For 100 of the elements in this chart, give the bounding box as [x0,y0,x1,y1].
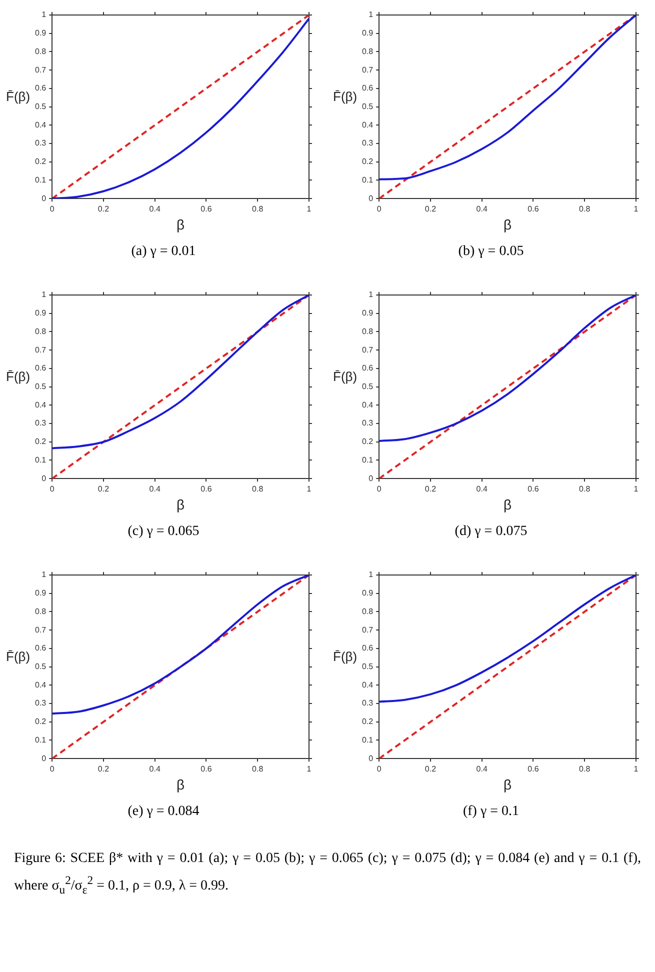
y-tick-label: 0.3 [362,138,374,148]
x-tick-label: 1 [634,764,639,774]
x-tick-label: 0.6 [200,204,212,214]
x-tick-label: 0.2 [424,764,437,774]
y-tick-label: 0.3 [362,418,374,428]
x-tick-label: 0.6 [200,484,212,494]
y-axis-title: F̄(β) [6,369,30,384]
y-tick-label: 0.6 [362,84,374,93]
text: (f) γ = 0.1 [462,804,520,821]
y-tick-label: 0.7 [34,345,46,354]
x-tick-label: 0.2 [424,484,437,494]
x-tick-label: 0 [376,764,382,774]
y-tick-label: 0.4 [362,120,374,130]
text: (a) γ = 0.01 [130,244,197,261]
y-tick-label: 0.1 [34,735,46,744]
x-axis-title: β [176,496,184,512]
y-tick-label: 0.2 [362,157,374,166]
x-tick-label: 0 [49,204,54,214]
y-axis-title: F̄(β) [6,89,30,104]
y-tick-label: 0.1 [362,455,374,464]
y-tick-label: 0.4 [34,400,46,410]
y-axis-title: F̄(β) [6,649,30,664]
y-tick-label: 0.1 [362,735,374,744]
x-tick-label: 0.2 [97,204,110,214]
y-tick-label: 0.8 [362,46,374,56]
y-tick-label: 0.7 [362,345,374,354]
y-tick-label: 0.9 [34,308,46,318]
text: (e) γ = 0.084 [126,804,200,821]
x-tick-label: 0.6 [528,764,540,774]
y-tick-label: 0.4 [34,120,46,130]
x-tick-label: 0.6 [528,484,540,494]
y-tick-label: 0.9 [34,588,46,598]
x-tick-label: 0.4 [148,484,160,494]
x-tick-label: 0.2 [424,204,437,214]
y-tick-label: 0.6 [34,364,46,373]
x-tick-label: 0 [376,484,382,494]
x-tick-label: 0.4 [476,204,488,214]
y-tick-label: 0.1 [34,175,46,184]
x-tick-label: 0.4 [476,764,488,774]
x-tick-label: 1 [634,484,639,494]
x-tick-label: 0.2 [97,484,110,494]
y-tick-label: 0.2 [34,717,46,726]
text: (d) γ = 0.075 [454,524,528,541]
x-axis-title: β [504,216,512,232]
y-tick-label: 0.8 [362,606,374,616]
y-tick-label: 0.5 [362,662,374,672]
y-tick-label: 0.5 [34,382,46,392]
x-tick-label: 1 [306,764,312,774]
y-tick-label: 0.3 [362,698,374,708]
x-axis-title: β [504,776,512,792]
y-tick-label: 1 [368,290,374,300]
y-tick-label: 0.7 [362,65,374,74]
y-tick-label: 0.6 [34,644,46,653]
y-tick-label: 1 [368,570,374,580]
x-tick-label: 0.4 [148,764,160,774]
x-tick-label: 0.8 [252,484,264,494]
y-tick-label: 0.5 [34,662,46,672]
y-tick-label: 0.1 [34,455,46,464]
x-tick-label: 0 [49,764,54,774]
y-tick-label: 0.9 [362,308,374,318]
y-tick-label: 0.6 [34,84,46,93]
x-tick-label: 0 [49,484,54,494]
x-axis-title: β [176,216,184,232]
x-tick-label: 0.4 [476,484,488,494]
y-tick-label: 0.9 [362,588,374,598]
caption: Figure 6: SCEE β* with γ = 0.01 (a); γ = 0.05 (b); γ = 0.065 (c); γ = 0.075 (d); γ = 0.084 (e) and γ = 0.1 (f), where σ$_{u}$$^{2}$/σ$_{ε}$$^{2}$ = 0.1, ρ = 0.9, λ = 0.99. [13,850,642,898]
x-tick-label: 0.8 [252,764,264,774]
y-tick-label: 0.4 [362,680,374,690]
y-tick-label: 0.1 [362,175,374,184]
x-tick-label: 0.8 [579,204,591,214]
x-tick-label: 0.6 [528,204,540,214]
y-tick-label: 1 [368,10,374,20]
y-tick-label: 0.2 [362,717,374,726]
y-tick-label: 0.6 [362,644,374,653]
y-tick-label: 0 [368,194,374,203]
y-axis-title: F̄(β) [333,369,358,384]
y-tick-label: 0.7 [34,65,46,74]
x-tick-label: 0.8 [252,204,264,214]
y-tick-label: 0.9 [362,28,374,38]
y-tick-label: 0.2 [34,437,46,446]
y-tick-label: 0.4 [34,680,46,690]
y-tick-label: 0.5 [362,382,374,392]
y-tick-label: 0.3 [34,698,46,708]
y-tick-label: 1 [41,570,46,580]
y-tick-label: 1 [41,10,46,20]
x-tick-label: 0.2 [97,764,110,774]
y-tick-label: 0.6 [362,364,374,373]
y-tick-label: 0 [41,194,46,203]
x-tick-label: 0.8 [579,764,591,774]
y-tick-label: 0.7 [362,625,374,634]
x-axis-title: β [176,776,184,792]
y-axis-title: F̄(β) [333,649,358,664]
y-tick-label: 0 [368,754,374,763]
y-tick-label: 0 [41,474,46,483]
y-tick-label: 0.7 [34,625,46,634]
y-tick-label: 0.2 [362,437,374,446]
y-tick-label: 0.8 [34,46,46,56]
x-tick-label: 0.4 [148,204,160,214]
y-tick-label: 0.8 [34,606,46,616]
y-tick-label: 0.3 [34,138,46,148]
